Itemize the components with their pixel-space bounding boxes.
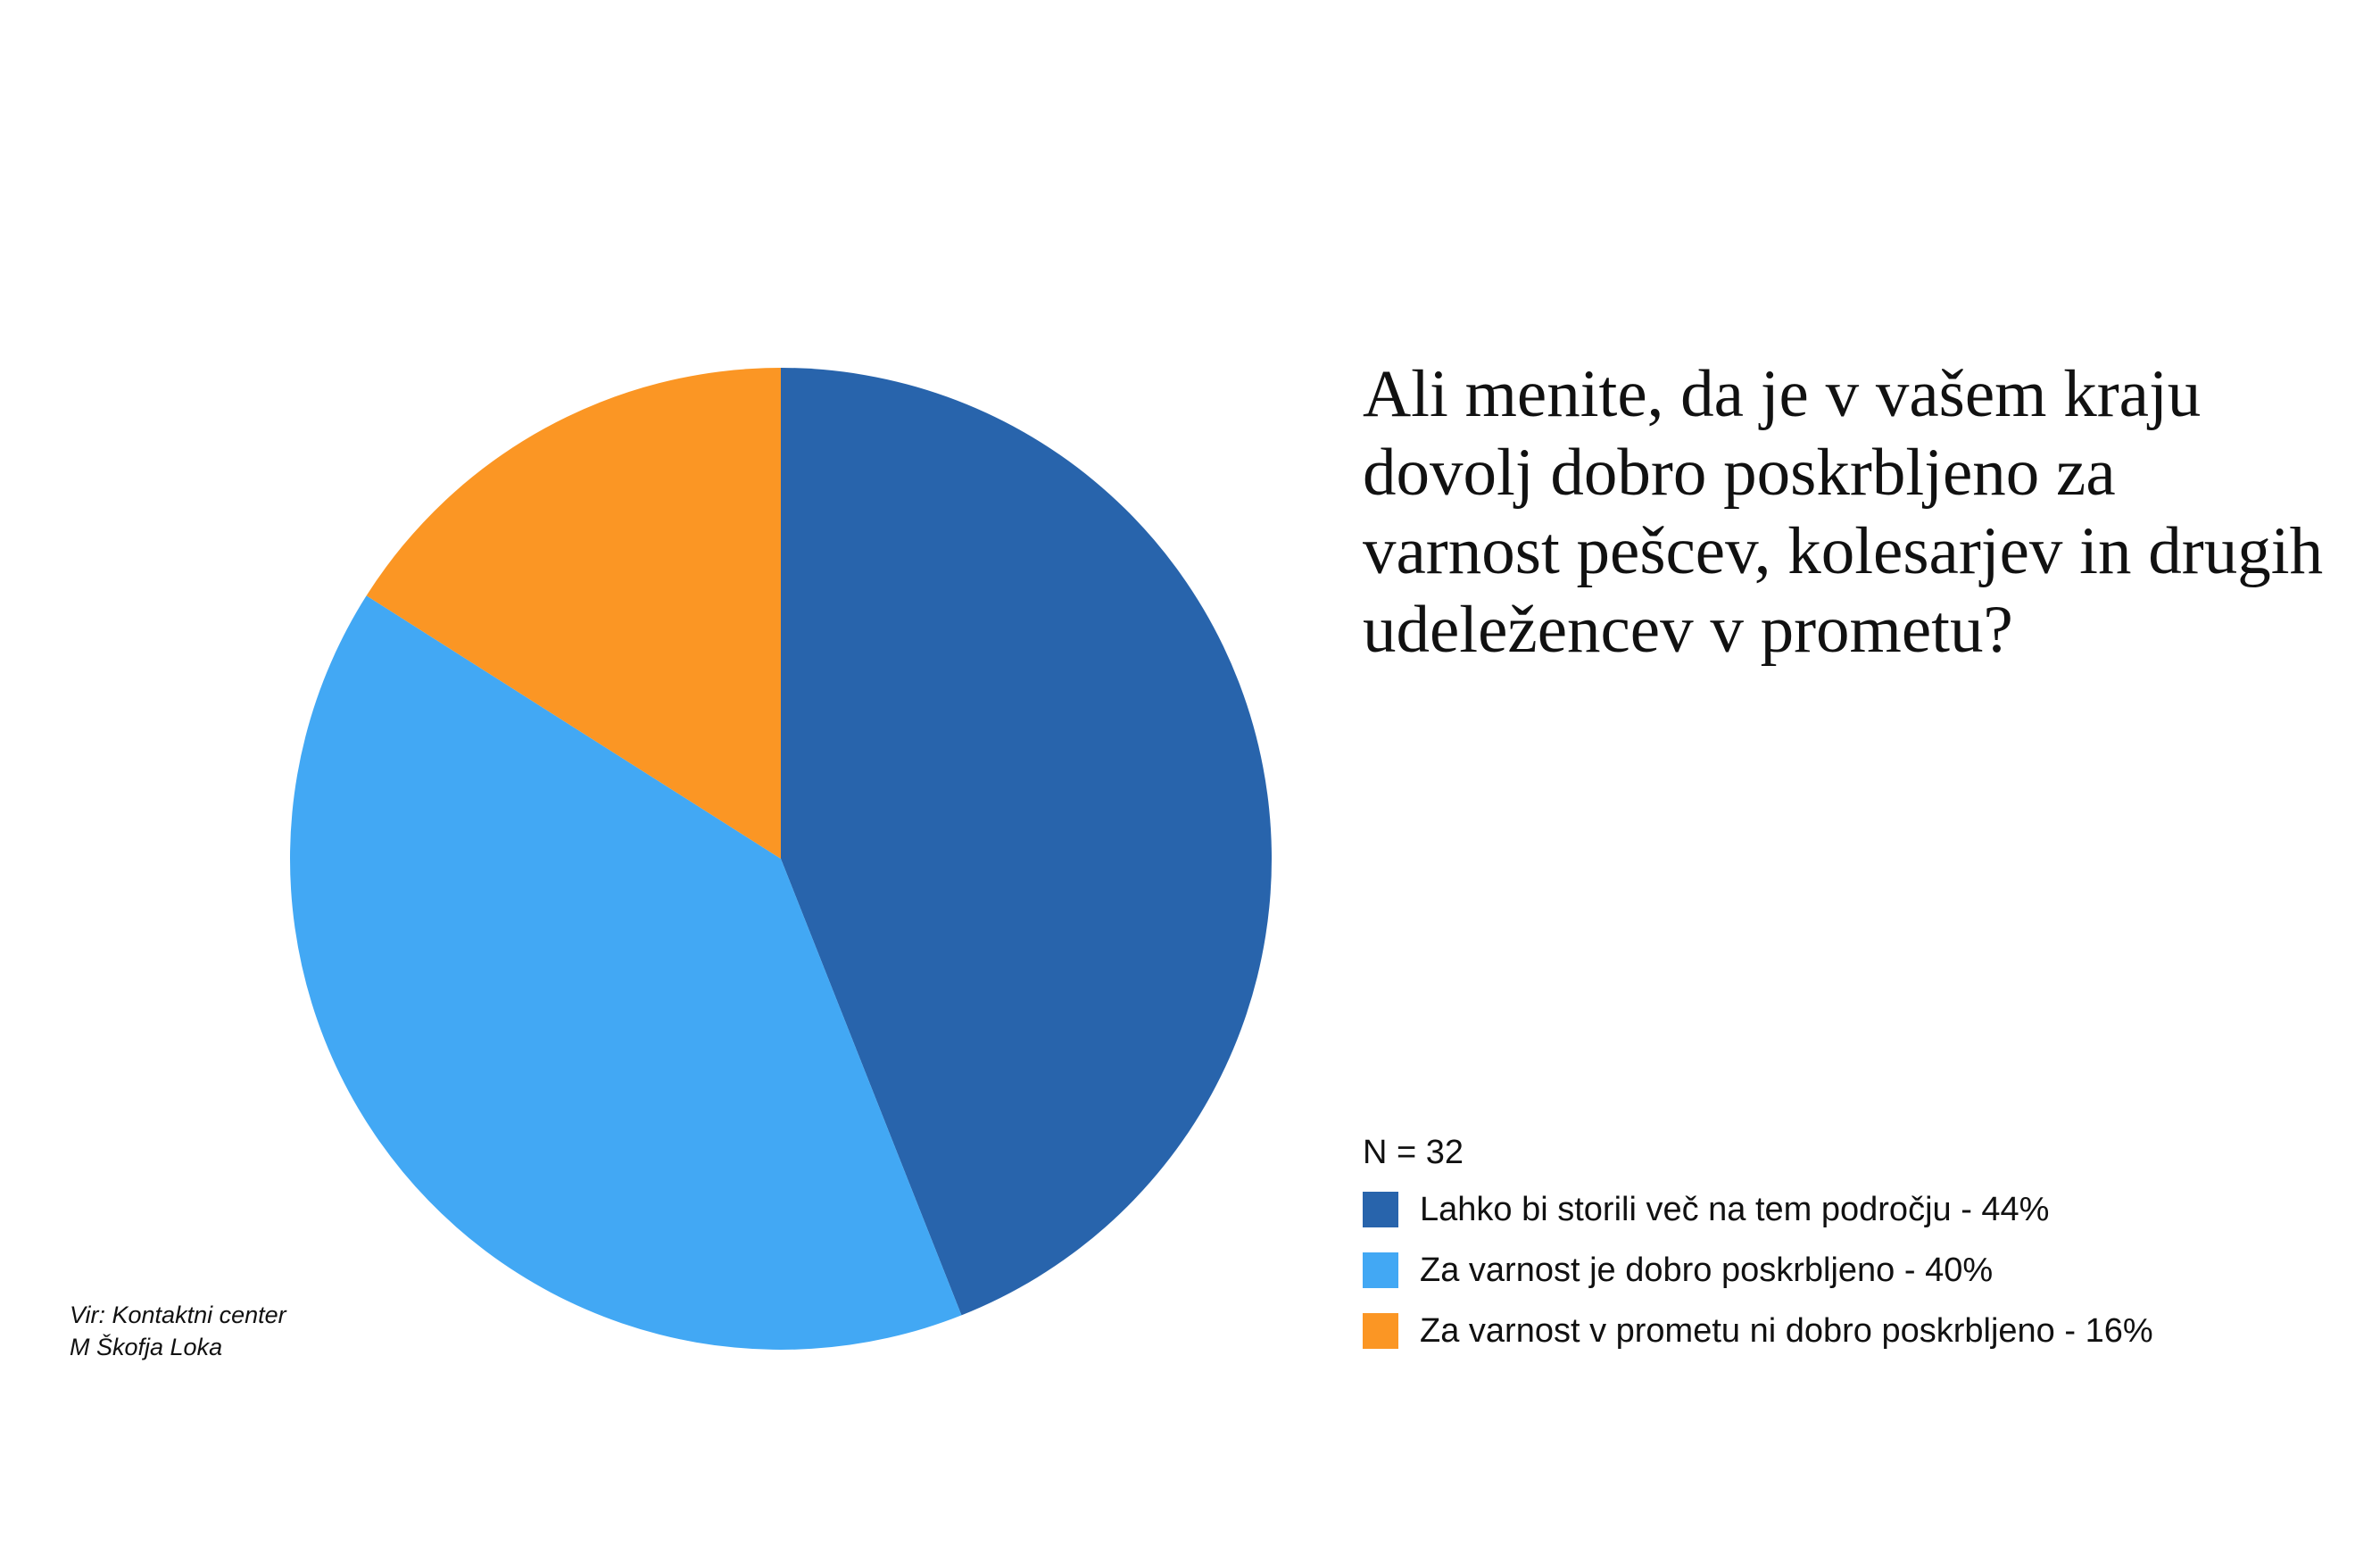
pie-slice-not-well-provided	[366, 368, 781, 859]
legend-label-more-needed: Lahko bi storili več na tem področju - 4…	[1420, 1190, 2050, 1228]
pie-slice-more-needed	[781, 367, 1273, 1316]
source-note: Vir: Kontaktni center M Škofja Loka	[70, 1299, 286, 1363]
sample-size-label: N = 32	[1363, 1134, 1464, 1171]
chart-title: Ali menite, da je v vašem kraju dovolj d…	[1363, 357, 2324, 667]
legend-label-not-well-provided: Za varnost v prometu ni dobro poskrbljen…	[1420, 1311, 2153, 1350]
legend-swatch-more-needed	[1363, 1192, 1398, 1227]
legend-label-well-provided: Za varnost je dobro poskrbljeno - 40%	[1420, 1251, 1994, 1289]
source-line-2: M Škofja Loka	[70, 1334, 223, 1360]
legend-swatch-not-well-provided	[1363, 1313, 1398, 1349]
legend: Lahko bi storili več na tem področju - 4…	[1363, 1190, 2153, 1372]
legend-item-well-provided: Za varnost je dobro poskrbljeno - 40%	[1363, 1251, 2153, 1290]
source-line-1: Vir: Kontaktni center	[70, 1302, 286, 1328]
legend-item-not-well-provided: Za varnost v prometu ni dobro poskrbljen…	[1363, 1311, 2153, 1351]
pie-slices	[290, 367, 1273, 1351]
pie-slice-well-provided	[290, 595, 962, 1351]
legend-item-more-needed: Lahko bi storili več na tem področju - 4…	[1363, 1190, 2153, 1229]
legend-swatch-well-provided	[1363, 1252, 1398, 1288]
